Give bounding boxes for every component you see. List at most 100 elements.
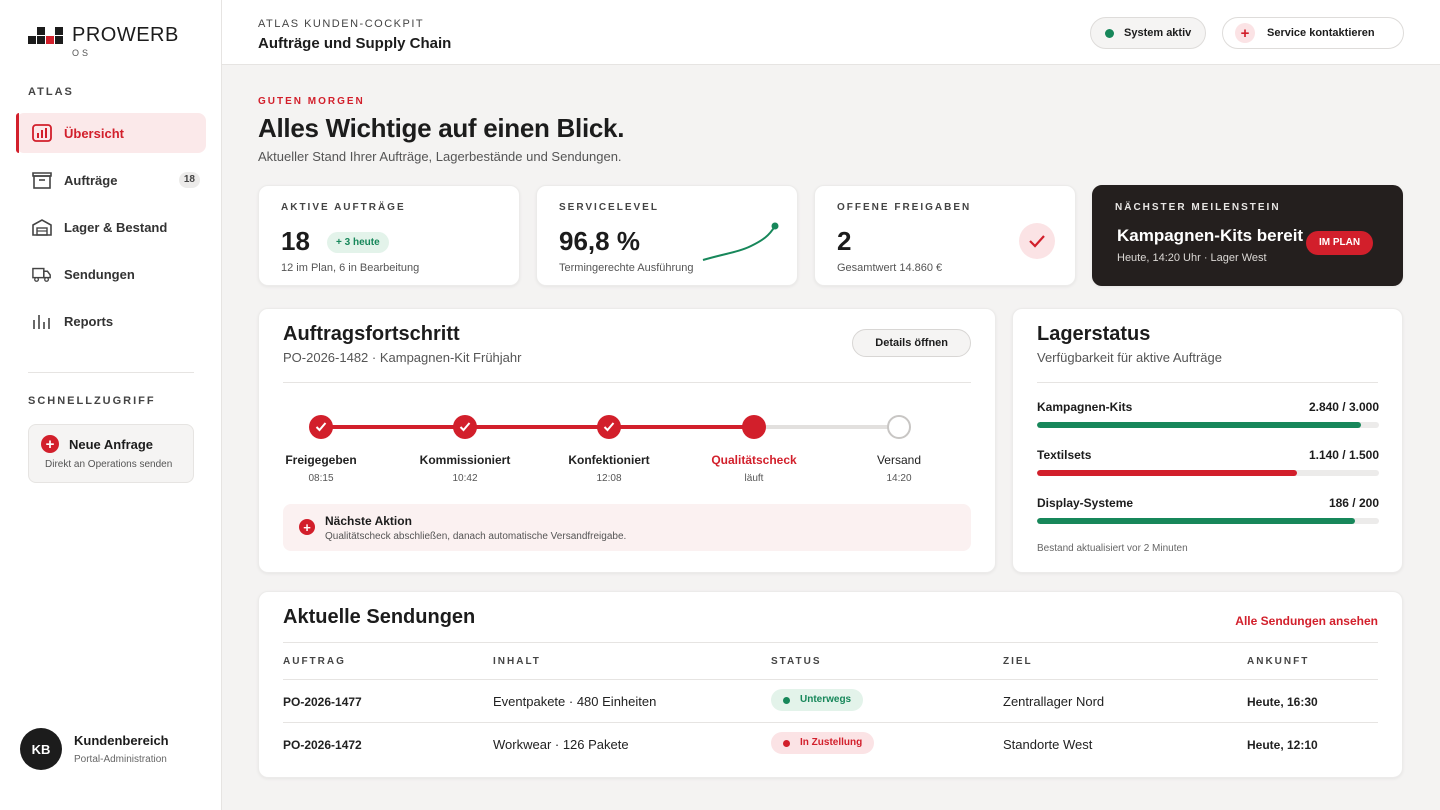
stock-bar [1037,518,1379,524]
user-role: Portal-Administration [74,754,167,765]
top-header: ATLAS KUNDEN-COCKPIT Aufträge und Supply… [222,0,1440,65]
kpi-value: 2 [837,226,852,256]
kpi-sub: Gesamtwert 14.860 € [837,262,943,274]
progress-title: Auftragsfortschritt [283,323,460,345]
greeting-subtitle: Aktueller Stand Ihrer Aufträge, Lagerbes… [258,149,622,164]
next-action-box[interactable]: + Nächste Aktion Qualitätscheck abschlie… [283,504,971,551]
shipment-arrival: Heute, 12:10 [1247,738,1318,752]
kpi-next-milestone[interactable]: NÄCHSTER MEILENSTEIN Kampagnen-Kits bere… [1092,185,1403,286]
stock-value: 186 / 200 [1328,496,1379,510]
divider [1037,382,1378,383]
plus-icon: + [299,519,315,535]
shipment-content: Eventpakete · 480 Einheiten [493,694,657,709]
current-step-dot-icon [742,415,766,439]
greeting-kicker: GUTEN MORGEN [258,96,365,107]
user-profile[interactable]: KB Kundenbereich Portal-Administration [20,728,169,770]
sidebar: PROWERB OS ATLAS Übersicht Aufträge 18 L… [0,0,222,810]
stock-bar [1037,422,1379,428]
all-shipments-link[interactable]: Alle Sendungen ansehen [1235,614,1378,628]
header-subtitle: ATLAS KUNDEN-COCKPIT [258,18,425,30]
nav-item-auftraege[interactable]: Aufträge 18 [16,160,206,200]
progress-step: Versand 14:20 [829,415,969,484]
orders-count-badge: 18 [178,172,200,188]
step-time: läuft [744,473,764,484]
kpi-active-orders[interactable]: AKTIVE AUFTRÄGE 18 + 3 heute 12 im Plan,… [258,185,520,286]
nav-section-label: ATLAS [28,86,74,98]
column-header[interactable]: ANKUNFT [1247,656,1310,667]
shipments-title: Aktuelle Sendungen [283,606,476,628]
avatar: KB [20,728,62,770]
shipment-target: Zentrallager Nord [1003,694,1105,709]
kpi-label: SERVICELEVEL [559,202,659,213]
nav-item-reports[interactable]: Reports [16,301,206,341]
table-row[interactable]: PO-2026-1472 Workwear · 126 Pakete In Zu… [283,722,1378,765]
step-time: 08:15 [308,473,334,484]
logo-mark-icon [28,26,64,48]
milestone-sub: Heute, 14:20 Uhr · Lager West [1117,252,1267,264]
nav-item-sendungen[interactable]: Sendungen [16,254,206,294]
progress-step: Kommissioniert 10:42 [395,415,535,484]
page-title: Aufträge und Supply Chain [258,35,452,52]
details-button[interactable]: Details öffnen [852,329,971,357]
stock-name: Display-Systeme [1037,496,1134,510]
kpi-label: AKTIVE AUFTRÄGE [281,202,406,213]
kpi-sub: 12 im Plan, 6 in Bearbeitung [281,262,420,274]
step-name: Freigegeben [285,453,357,467]
nav-item-uebersicht[interactable]: Übersicht [16,113,206,153]
status-dot-icon [783,696,790,704]
brand-name: PROWERB [72,24,179,46]
column-header[interactable]: STATUS [771,656,822,667]
box-icon [32,170,52,190]
stock-name: Kampagnen-Kits [1037,400,1133,414]
chart-icon [32,123,52,143]
progress-step-current: Qualitätscheck läuft [684,415,824,484]
plus-icon: + [1235,23,1255,43]
order-progress-card: Auftragsfortschritt PO-2026-1482 · Kampa… [258,308,996,573]
system-status-button[interactable]: System aktiv [1090,17,1207,49]
sidebar-divider [28,372,194,373]
truck-icon [32,264,52,284]
status-label: In Zustellung [800,737,863,748]
new-request-button[interactable]: + Neue Anfrage Direkt an Operations send… [28,424,194,483]
nav-item-lager[interactable]: Lager & Bestand [16,207,206,247]
nav-label: Lager & Bestand [64,219,168,235]
contact-service-button[interactable]: + Service kontaktieren [1222,17,1404,49]
order-id: PO-2026-1472 [283,738,362,752]
quick-access-label: SCHNELLZUGRIFF [28,395,156,407]
check-icon [1019,223,1055,259]
main-nav: Übersicht Aufträge 18 Lager & Bestand Se… [16,113,206,348]
kpi-open-approvals[interactable]: OFFENE FREIGABEN 2 Gesamtwert 14.860 € [814,185,1076,286]
column-header[interactable]: AUFTRAG [283,656,346,667]
check-icon [597,415,621,439]
new-request-sub: Direkt an Operations senden [45,459,173,470]
order-id: PO-2026-1477 [283,695,362,709]
step-time: 12:08 [596,473,622,484]
table-row[interactable]: PO-2026-1477 Eventpakete · 480 Einheiten… [283,679,1378,722]
kpi-label: NÄCHSTER MEILENSTEIN [1115,202,1281,213]
kpi-sub: Termingerechte Ausführung [559,262,694,274]
plus-icon: + [41,435,59,453]
progress-step: Konfektioniert 12:08 [539,415,679,484]
status-dot-icon [783,739,790,747]
brand-sub: OS [72,48,92,58]
step-time: 14:20 [886,473,912,484]
status-dot-icon [1105,28,1114,38]
kpi-service-level[interactable]: SERVICELEVEL 96,8 % Termingerechte Ausfü… [536,185,798,286]
pending-step-dot-icon [887,415,911,439]
status-badge: In Zustellung [771,732,875,754]
contact-service-label: Service kontaktieren [1267,27,1375,39]
stock-bar [1037,470,1379,476]
divider [283,642,1378,643]
brand-logo[interactable]: PROWERB OS [28,24,179,58]
step-name: Versand [876,453,922,467]
progress-step: Freigegeben 08:15 [251,415,391,484]
nav-label: Sendungen [64,266,135,282]
kpi-value: 18 [281,226,310,256]
column-header[interactable]: ZIEL [1003,656,1033,667]
stock-update-note: Bestand aktualisiert vor 2 Minuten [1037,543,1188,554]
stock-item: Kampagnen-Kits 2.840 / 3.000 [1037,400,1379,428]
bars-icon [32,311,52,331]
column-header[interactable]: INHALT [493,656,541,667]
divider [283,382,971,383]
step-time: 10:42 [452,473,478,484]
